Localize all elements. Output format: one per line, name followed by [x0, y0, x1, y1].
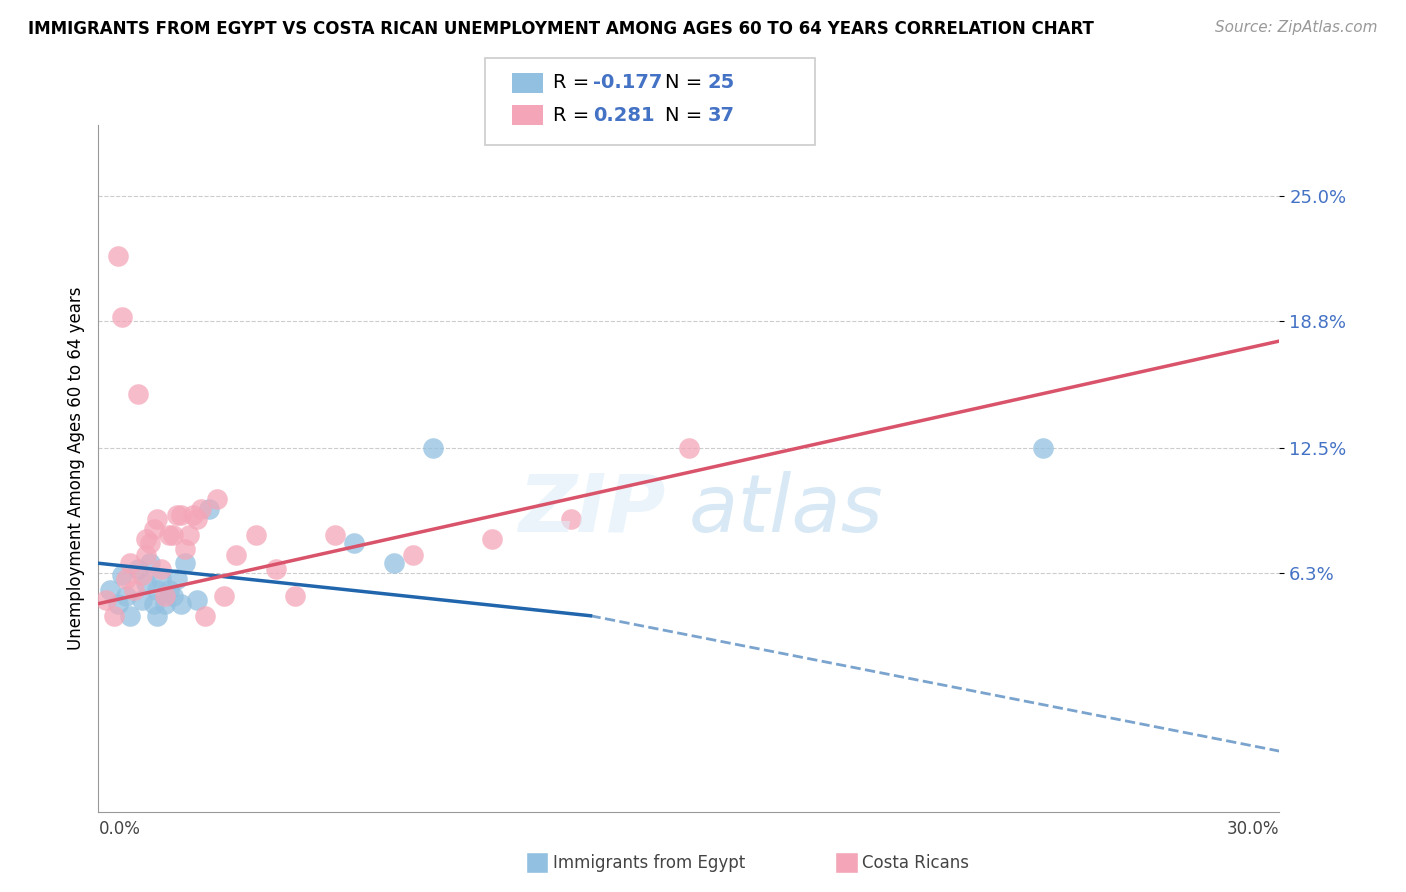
Point	[135, 548, 157, 562]
Text: R =: R =	[553, 105, 595, 125]
Point	[225, 548, 247, 562]
Point	[118, 608, 141, 623]
Text: Immigrants from Egypt: Immigrants from Egypt	[553, 854, 745, 871]
Text: 0.0%: 0.0%	[98, 820, 141, 838]
Point	[170, 597, 193, 611]
Point	[170, 508, 193, 522]
Point	[245, 528, 267, 542]
Point	[264, 562, 287, 576]
Text: Costa Ricans: Costa Ricans	[862, 854, 969, 871]
Point	[138, 556, 160, 570]
Point	[323, 528, 346, 542]
Point	[190, 501, 212, 516]
Text: 30.0%: 30.0%	[1227, 820, 1279, 838]
Point	[205, 491, 228, 506]
Y-axis label: Unemployment Among Ages 60 to 64 years: Unemployment Among Ages 60 to 64 years	[66, 286, 84, 650]
Point	[146, 608, 169, 623]
Point	[343, 536, 366, 550]
Point	[166, 573, 188, 587]
Text: IMMIGRANTS FROM EGYPT VS COSTA RICAN UNEMPLOYMENT AMONG AGES 60 TO 64 YEARS CORR: IMMIGRANTS FROM EGYPT VS COSTA RICAN UNE…	[28, 20, 1094, 37]
Text: -0.177: -0.177	[593, 73, 662, 93]
Point	[382, 556, 405, 570]
Point	[127, 562, 149, 576]
Point	[142, 597, 165, 611]
Point	[115, 589, 138, 603]
Point	[162, 528, 184, 542]
Text: N =: N =	[665, 105, 709, 125]
Point	[174, 542, 197, 557]
Point	[118, 556, 141, 570]
Point	[214, 589, 236, 603]
Point	[138, 536, 160, 550]
Point	[284, 589, 307, 603]
Point	[197, 501, 219, 516]
Point	[166, 508, 188, 522]
Point	[181, 508, 204, 522]
Point	[186, 512, 208, 526]
Text: 0.281: 0.281	[593, 105, 655, 125]
Point	[111, 568, 134, 582]
Text: N =: N =	[665, 73, 709, 93]
Point	[107, 249, 129, 263]
Point	[107, 597, 129, 611]
Point	[146, 512, 169, 526]
Text: ZIP: ZIP	[517, 470, 665, 549]
Point	[1032, 441, 1054, 455]
Point	[150, 573, 173, 587]
Point	[146, 582, 169, 597]
Point	[111, 310, 134, 324]
Text: 37: 37	[707, 105, 734, 125]
Point	[155, 597, 177, 611]
Point	[560, 512, 582, 526]
Text: R =: R =	[553, 73, 595, 93]
Point	[186, 592, 208, 607]
Point	[96, 592, 118, 607]
Text: Source: ZipAtlas.com: Source: ZipAtlas.com	[1215, 20, 1378, 35]
Point	[115, 573, 138, 587]
Point	[402, 548, 425, 562]
Text: atlas: atlas	[689, 470, 884, 549]
Point	[127, 386, 149, 401]
Point	[135, 576, 157, 591]
Point	[174, 556, 197, 570]
Point	[131, 568, 153, 582]
Point	[194, 608, 217, 623]
Point	[98, 582, 121, 597]
Point	[142, 522, 165, 536]
Point	[162, 589, 184, 603]
Point	[157, 582, 180, 597]
Point	[103, 608, 125, 623]
Point	[422, 441, 444, 455]
Point	[155, 589, 177, 603]
Point	[177, 528, 200, 542]
Point	[481, 532, 503, 546]
Point	[131, 592, 153, 607]
Point	[157, 528, 180, 542]
Point	[122, 582, 145, 597]
Text: 25: 25	[707, 73, 734, 93]
Point	[678, 441, 700, 455]
Point	[135, 532, 157, 546]
Point	[150, 562, 173, 576]
